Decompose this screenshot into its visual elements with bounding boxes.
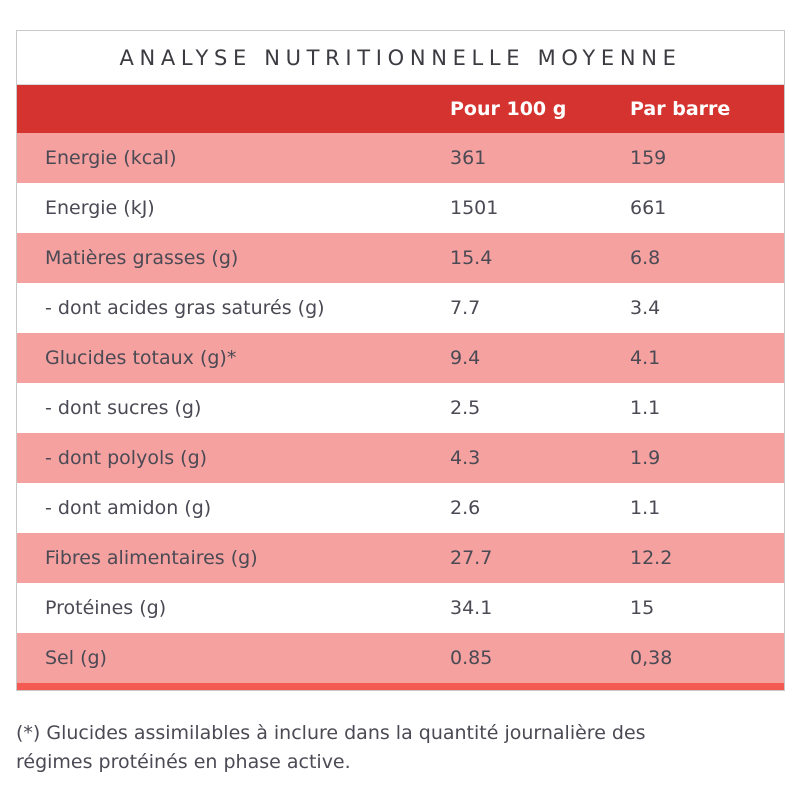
table-header-row: Pour 100 g Par barre (17, 85, 784, 133)
footnote: (*) Glucides assimilables à inclure dans… (16, 722, 646, 774)
row-value-per-100g: 34.1 (450, 597, 493, 619)
row-value-per-barre: 661 (630, 197, 667, 219)
table-row: Glucides totaux (g)* 9.4 4.1 (17, 333, 784, 383)
table-row: Energie (kcal) 361 159 (17, 133, 784, 183)
row-label: Glucides totaux (g)* (45, 347, 237, 369)
nutrition-table: ANALYSE NUTRITIONNELLE MOYENNE Pour 100 … (16, 30, 785, 691)
row-value-per-barre: 0,38 (630, 647, 673, 669)
row-label: - dont sucres (g) (45, 397, 202, 419)
row-value-per-100g: 9.4 (450, 347, 481, 369)
table-bottom-accent-bar (17, 683, 784, 690)
row-label: Fibres alimentaires (g) (45, 547, 258, 569)
row-value-per-100g: 1501 (450, 197, 499, 219)
row-value-per-100g: 7.7 (450, 297, 481, 319)
table-row: Sel (g) 0.85 0,38 (17, 633, 784, 683)
row-value-per-100g: 15.4 (450, 247, 493, 269)
row-label: - dont amidon (g) (45, 497, 212, 519)
table-title: ANALYSE NUTRITIONNELLE MOYENNE (17, 31, 784, 85)
row-value-per-barre: 15 (630, 597, 655, 619)
row-value-per-100g: 2.6 (450, 497, 481, 519)
table-row: - dont polyols (g) 4.3 1.9 (17, 433, 784, 483)
row-label: Energie (kJ) (45, 197, 155, 219)
row-label: Matières grasses (g) (45, 247, 239, 269)
table-body: Energie (kcal) 361 159 Energie (kJ) 1501… (17, 133, 784, 683)
column-header-per-100g: Pour 100 g (450, 98, 567, 120)
row-label: - dont acides gras saturés (g) (45, 297, 325, 319)
row-value-per-barre: 159 (630, 147, 667, 169)
table-row: Protéines (g) 34.1 15 (17, 583, 784, 633)
row-value-per-barre: 3.4 (630, 297, 661, 319)
row-label: - dont polyols (g) (45, 447, 208, 469)
table-row: - dont amidon (g) 2.6 1.1 (17, 483, 784, 533)
row-value-per-100g: 2.5 (450, 397, 481, 419)
row-value-per-barre: 1.1 (630, 397, 661, 419)
column-header-per-barre: Par barre (630, 98, 731, 120)
row-value-per-barre: 12.2 (630, 547, 673, 569)
row-value-per-100g: 4.3 (450, 447, 481, 469)
row-value-per-100g: 27.7 (450, 547, 493, 569)
table-row: Energie (kJ) 1501 661 (17, 183, 784, 233)
table-row: Matières grasses (g) 15.4 6.8 (17, 233, 784, 283)
row-value-per-100g: 361 (450, 147, 487, 169)
row-value-per-barre: 1.1 (630, 497, 661, 519)
row-value-per-barre: 1.9 (630, 447, 661, 469)
table-row: - dont acides gras saturés (g) 7.7 3.4 (17, 283, 784, 333)
table-row: Fibres alimentaires (g) 27.7 12.2 (17, 533, 784, 583)
row-value-per-barre: 4.1 (630, 347, 661, 369)
row-label: Protéines (g) (45, 597, 167, 619)
row-label: Sel (g) (45, 647, 107, 669)
row-value-per-barre: 6.8 (630, 247, 661, 269)
table-row: - dont sucres (g) 2.5 1.1 (17, 383, 784, 433)
row-label: Energie (kcal) (45, 147, 177, 169)
row-value-per-100g: 0.85 (450, 647, 493, 669)
